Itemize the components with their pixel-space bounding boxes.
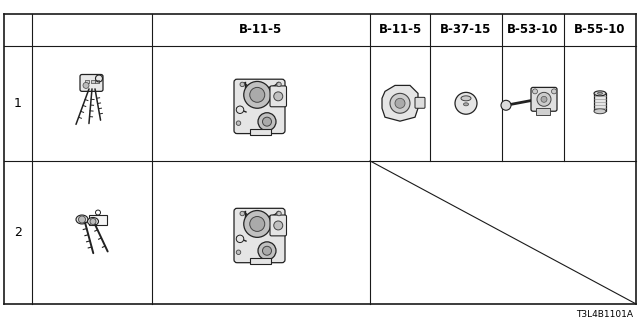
Text: B-11-5: B-11-5 [239,23,283,36]
Bar [250,258,271,264]
Circle shape [276,82,281,87]
Circle shape [258,242,276,260]
Circle shape [455,92,477,114]
Circle shape [274,92,283,101]
Bar [91,80,95,83]
Circle shape [501,100,511,110]
Circle shape [537,92,551,106]
FancyBboxPatch shape [234,79,285,133]
Text: 2: 2 [14,226,22,239]
Circle shape [262,246,271,255]
Text: B-53-10: B-53-10 [508,23,559,36]
Circle shape [395,98,405,108]
Circle shape [250,217,265,231]
Polygon shape [382,85,418,121]
Bar [95,80,99,83]
Circle shape [79,216,86,223]
Circle shape [532,89,538,94]
Circle shape [240,211,244,216]
Ellipse shape [463,103,468,106]
FancyBboxPatch shape [415,97,425,108]
Circle shape [236,235,244,243]
FancyBboxPatch shape [80,75,103,92]
Bar [89,214,107,226]
FancyBboxPatch shape [270,86,287,107]
Text: B-55-10: B-55-10 [574,23,626,36]
Ellipse shape [594,109,606,114]
Text: B-37-15: B-37-15 [440,23,492,36]
Ellipse shape [88,218,99,226]
Text: B-11-5: B-11-5 [378,23,422,36]
FancyBboxPatch shape [234,208,285,263]
Bar [594,93,606,111]
Bar [250,129,271,135]
Circle shape [274,221,283,230]
Circle shape [236,106,244,114]
Bar [85,80,89,83]
FancyBboxPatch shape [270,215,287,236]
Circle shape [240,82,244,87]
Text: T3L4B1101A: T3L4B1101A [576,310,633,319]
Bar [536,108,550,115]
Circle shape [262,117,271,126]
Circle shape [236,121,241,125]
Circle shape [541,96,547,102]
Circle shape [250,87,265,102]
Circle shape [244,81,271,108]
Circle shape [90,219,96,224]
Circle shape [390,93,410,113]
Circle shape [244,211,271,237]
Ellipse shape [598,92,602,94]
Circle shape [236,250,241,254]
Ellipse shape [594,91,606,96]
Text: 1: 1 [14,97,22,110]
Ellipse shape [461,96,471,101]
Circle shape [83,83,89,88]
Circle shape [258,113,276,131]
Ellipse shape [76,215,88,224]
FancyBboxPatch shape [531,87,557,111]
Circle shape [276,211,281,216]
Circle shape [552,89,557,94]
